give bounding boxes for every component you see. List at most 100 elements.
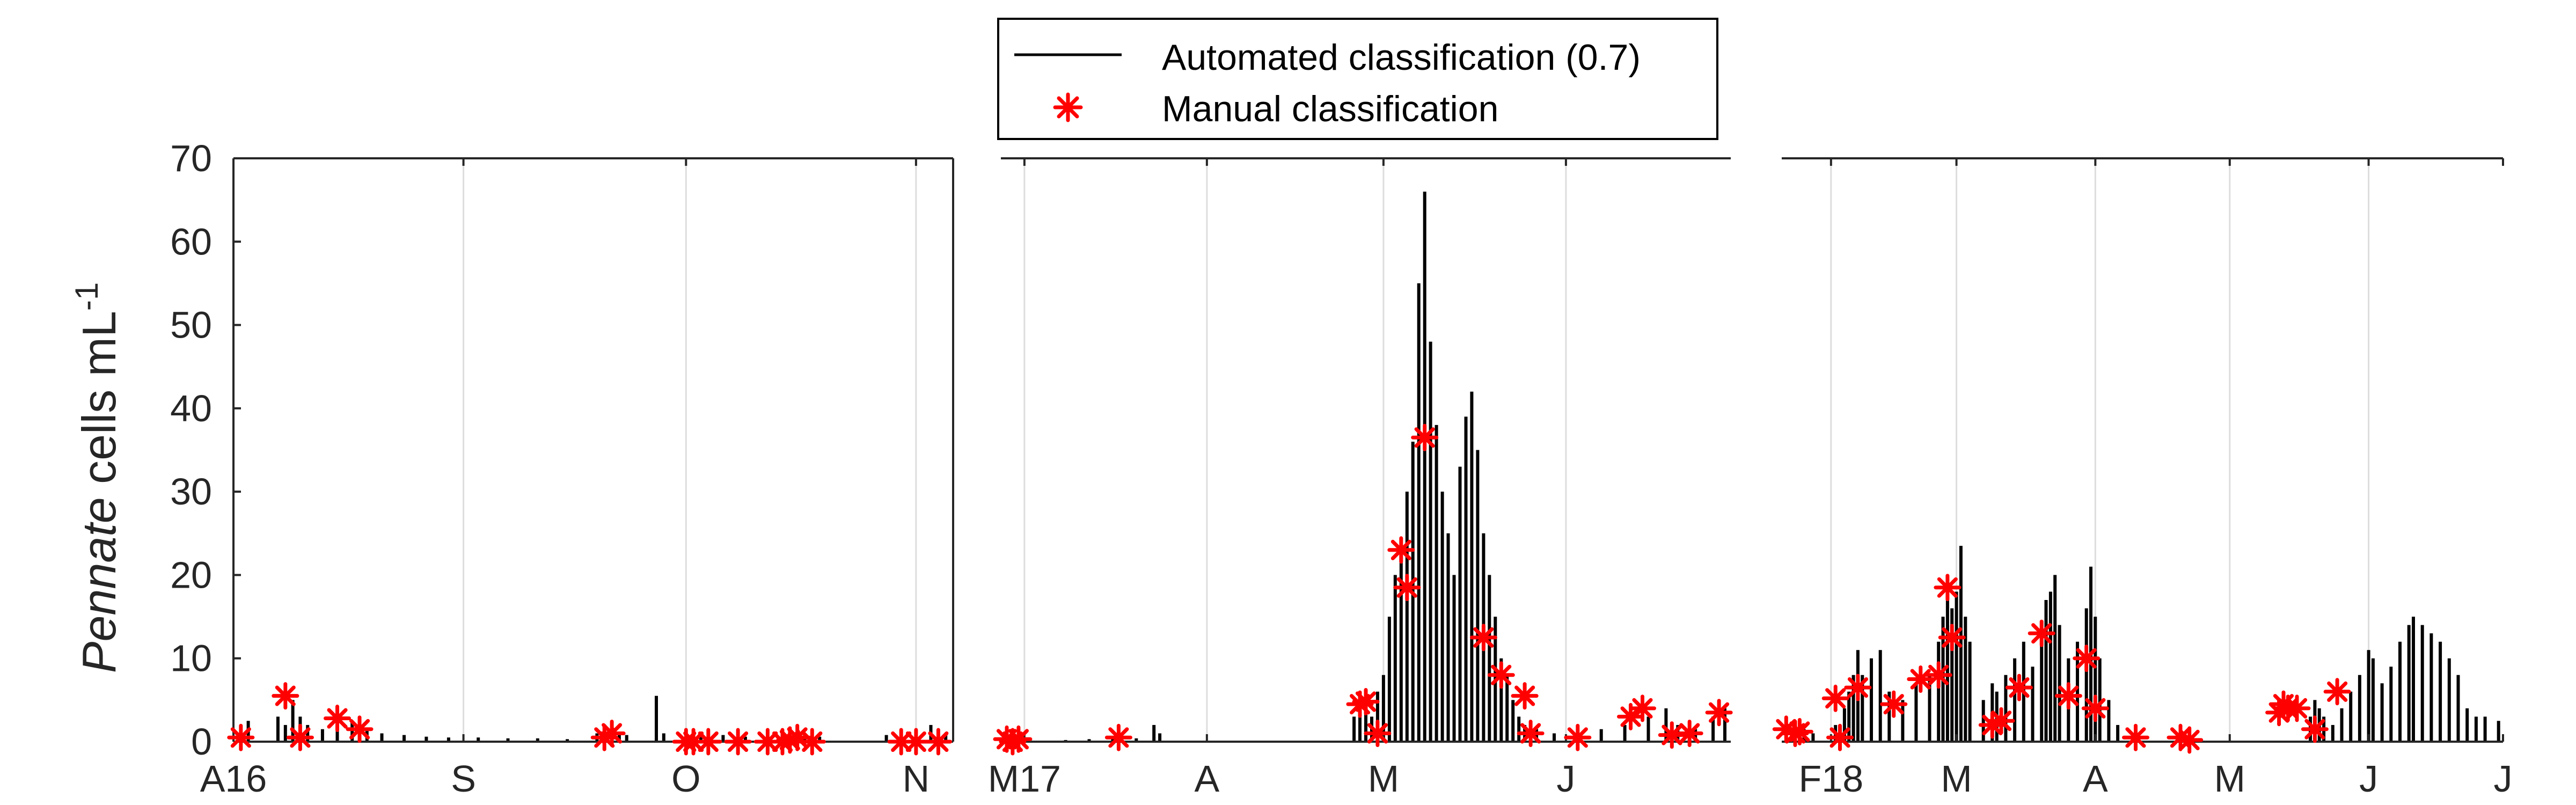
x-tick-label: J xyxy=(2494,758,2513,800)
manual-series xyxy=(993,423,1733,756)
asterisk-stroke xyxy=(602,723,623,744)
y-tick-label: 30 xyxy=(170,471,212,513)
manual-point xyxy=(902,728,930,756)
y-axis-title-text: cells mL xyxy=(72,311,126,497)
manual-point xyxy=(694,728,722,756)
manual-point xyxy=(2028,619,2055,647)
y-tick-label: 0 xyxy=(191,721,212,763)
asterisk-stroke xyxy=(275,685,296,706)
asterisk-stroke xyxy=(1057,96,1079,119)
asterisk-stroke xyxy=(2170,727,2191,748)
asterisk-stroke xyxy=(1414,427,1435,448)
manual-point xyxy=(1469,624,1497,652)
asterisk-stroke xyxy=(1620,706,1641,727)
manual-point xyxy=(346,715,374,743)
panel-right: F18 M A M J J xyxy=(1772,157,2513,800)
asterisk-stroke xyxy=(1520,723,1541,744)
manual-point xyxy=(272,682,299,710)
manual-point xyxy=(1705,699,1733,727)
manual-point xyxy=(2005,674,2033,701)
asterisk-stroke xyxy=(230,727,251,748)
y-tick-label: 10 xyxy=(170,638,212,679)
manual-point xyxy=(1005,725,1033,753)
manual-point xyxy=(227,723,255,751)
manual-point xyxy=(1987,707,2015,735)
asterisk-stroke xyxy=(728,731,749,752)
asterisk-stroke xyxy=(1108,727,1129,748)
y-tick-label: 70 xyxy=(170,137,212,179)
asterisk-stroke xyxy=(1008,729,1029,750)
manual-point xyxy=(1104,723,1132,751)
manual-point xyxy=(2054,682,2082,710)
asterisk-stroke xyxy=(928,731,949,752)
y-axis-title-italic: Pennate xyxy=(72,497,126,673)
y-tick-label: 20 xyxy=(170,554,212,596)
manual-point xyxy=(2122,723,2149,751)
asterisk-stroke xyxy=(698,731,719,752)
asterisk-stroke xyxy=(1942,627,1963,648)
asterisk-stroke xyxy=(1679,723,1700,744)
manual-point xyxy=(1844,674,1872,701)
asterisk-stroke xyxy=(1937,577,1958,598)
asterisk-stroke xyxy=(1825,688,1846,709)
legend-box xyxy=(997,18,1718,140)
automated-series xyxy=(1022,192,1726,742)
x-tick-label: F18 xyxy=(1799,758,1864,800)
asterisk-stroke xyxy=(1514,685,1535,706)
manual-point xyxy=(1629,694,1656,722)
x-tick-label: J xyxy=(1556,758,1575,800)
asterisk-stroke xyxy=(1367,723,1388,744)
manual-point xyxy=(1564,723,1592,751)
manual-point xyxy=(1934,574,1962,602)
asterisk-stroke xyxy=(1789,721,1810,742)
asterisk-stroke xyxy=(349,719,370,740)
legend-asterisk xyxy=(1053,92,1083,122)
asterisk-stroke xyxy=(2031,623,2052,644)
manual-point xyxy=(1511,682,1539,710)
asterisk-stroke xyxy=(1396,577,1417,598)
manual-point xyxy=(2283,694,2311,722)
asterisk-stroke xyxy=(2304,719,2325,740)
asterisk-stroke xyxy=(1883,694,1904,715)
asterisk-stroke xyxy=(1662,724,1682,745)
x-tick-label: O xyxy=(671,758,700,800)
manual-point xyxy=(1785,718,1813,745)
x-tick-label: M xyxy=(1941,758,1972,800)
asterisk-stroke xyxy=(290,727,311,748)
asterisk-stroke xyxy=(802,731,823,752)
manual-point xyxy=(1924,661,1952,689)
y-axis-title-superscript: -1 xyxy=(69,282,105,311)
asterisk-stroke xyxy=(2058,685,2079,706)
manual-point xyxy=(1658,721,1686,749)
x-tick-label: A16 xyxy=(200,758,267,800)
asterisk-stroke xyxy=(327,708,348,729)
legend-label-automated: Automated classification (0.7) xyxy=(1162,37,1641,78)
manual-point xyxy=(2323,678,2351,706)
asterisk-stroke xyxy=(2085,698,2106,719)
x-tick-label: J xyxy=(2359,758,2378,800)
asterisk-stroke xyxy=(1355,691,1377,712)
x-tick-label: M xyxy=(2214,758,2245,800)
panel-middle: M17 A M J xyxy=(988,157,1733,800)
asterisk-stroke xyxy=(2125,727,2146,748)
panel-left: A16 S O N 0 10 20 30 40 50 60 70 xyxy=(170,137,954,800)
asterisk-stroke xyxy=(2179,729,2200,750)
x-tick-label: S xyxy=(451,758,476,800)
x-tick-label: N xyxy=(903,758,930,800)
manual-point xyxy=(324,705,351,732)
svg-text:Pennate cells mL-1: Pennate cells mL-1 xyxy=(69,282,126,673)
asterisk-stroke xyxy=(2076,648,2097,669)
asterisk-stroke xyxy=(1928,664,1949,685)
manual-point xyxy=(1675,720,1703,747)
y-tick-label: 60 xyxy=(170,221,212,262)
manual-point xyxy=(1938,624,1966,652)
manual-point xyxy=(1821,684,1849,712)
asterisk-stroke xyxy=(1632,698,1653,719)
manual-series xyxy=(1772,574,2351,754)
asterisk-stroke xyxy=(2327,681,2348,702)
manual-point xyxy=(2081,694,2109,722)
manual-point xyxy=(598,720,626,747)
y-tick-label: 40 xyxy=(170,387,212,429)
asterisk-stroke xyxy=(1847,677,1868,698)
